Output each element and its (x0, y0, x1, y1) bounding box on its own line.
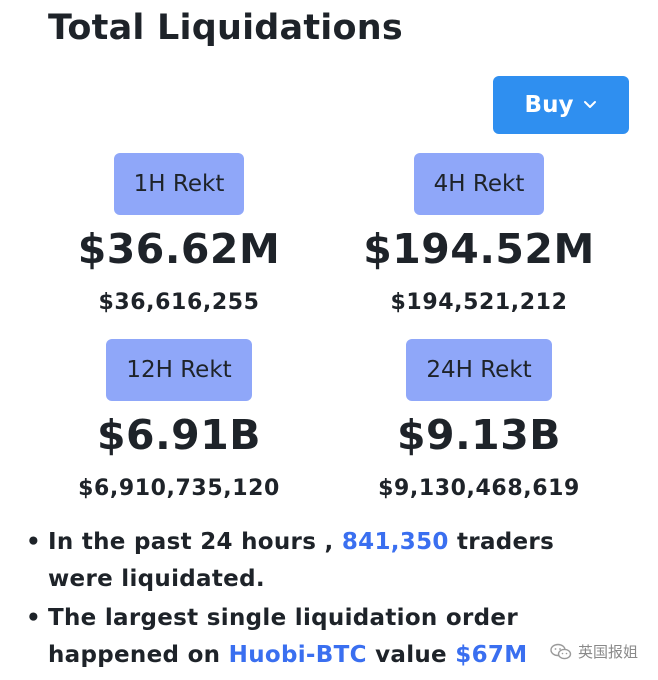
stat-4h-label: 4H Rekt (413, 153, 545, 215)
stat-12h-short: $6.91B (97, 411, 261, 459)
watermark: 英国报姐 (550, 641, 638, 662)
stat-24h: 24H Rekt $9.13B $9,130,468,619 (329, 339, 629, 503)
stat-1h-short: $36.62M (77, 225, 281, 273)
stat-1h-label: 1H Rekt (113, 153, 245, 215)
summary-item-traders: • In the past 24 hours , 841,350 traders… (24, 524, 624, 598)
stat-1h-exact: $36,616,255 (98, 290, 260, 315)
stat-12h-exact: $6,910,735,120 (78, 476, 280, 501)
stat-24h-label: 24H Rekt (406, 339, 552, 401)
stat-4h-exact: $194,521,212 (390, 290, 568, 315)
summary-item-largest-order: • The largest single liquidation order h… (24, 600, 624, 674)
stat-24h-exact: $9,130,468,619 (378, 476, 580, 501)
summary-text: The largest single liquidation order hap… (48, 605, 518, 668)
pair-link[interactable]: Huobi-BTC (228, 642, 367, 668)
summary-list: • In the past 24 hours , 841,350 traders… (24, 524, 624, 676)
bullet-dot-icon: • (26, 529, 42, 555)
bullet-dot-icon: • (26, 605, 42, 631)
page-title: Total Liquidations (48, 8, 403, 48)
summary-text: In the past 24 hours , (48, 529, 342, 555)
summary-text: value (366, 642, 456, 668)
summary-text: traders were liquidated. (48, 529, 555, 592)
chevron-down-icon (584, 101, 597, 108)
stat-12h: 12H Rekt $6.91B $6,910,735,120 (29, 339, 329, 503)
stat-24h-short: $9.13B (397, 411, 561, 459)
stat-1h: 1H Rekt $36.62M $36,616,255 (29, 153, 329, 317)
stat-4h: 4H Rekt $194.52M $194,521,212 (329, 153, 629, 317)
largest-order-value: $67M (455, 642, 528, 668)
buy-button-label: Buy (524, 92, 574, 118)
wechat-icon (550, 643, 572, 659)
stat-12h-label: 12H Rekt (106, 339, 252, 401)
watermark-text: 英国报姐 (577, 643, 638, 661)
traders-count: 841,350 (341, 529, 449, 555)
buy-button[interactable]: Buy (493, 76, 629, 134)
stat-4h-short: $194.52M (363, 225, 595, 273)
